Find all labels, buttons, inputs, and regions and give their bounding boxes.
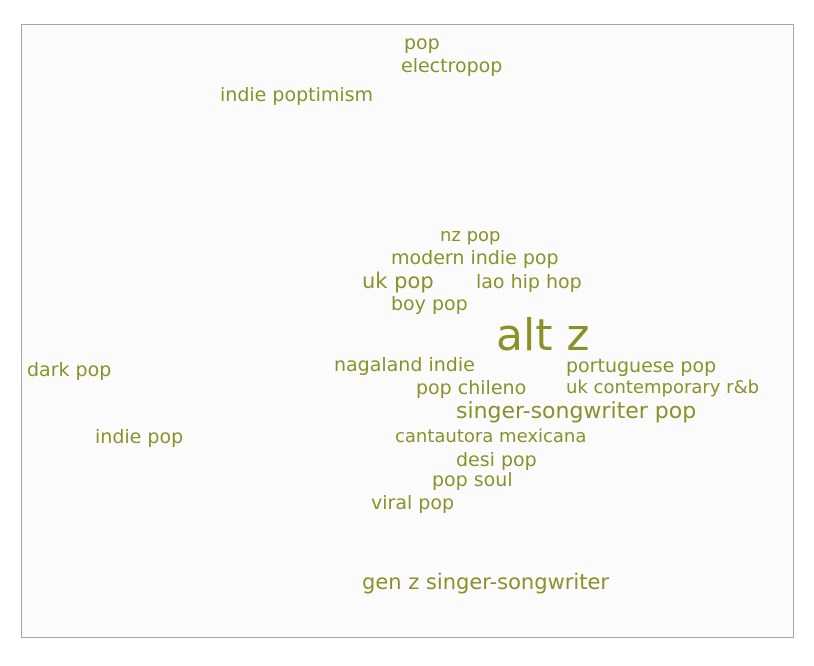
genre-pop[interactable]: pop — [404, 32, 440, 54]
genre-dark-pop[interactable]: dark pop — [27, 359, 112, 381]
genre-pop-chileno[interactable]: pop chileno — [416, 377, 527, 399]
genre-modern-indie-pop[interactable]: modern indie pop — [391, 247, 559, 269]
genre-map: pop electropop indie poptimism nz pop mo… — [21, 24, 794, 638]
genre-indie-poptimism[interactable]: indie poptimism — [220, 84, 374, 106]
genre-desi-pop[interactable]: desi pop — [456, 449, 537, 471]
genre-singer-songwriter-pop[interactable]: singer-songwriter pop — [456, 399, 697, 424]
genre-uk-contemporary-rnb[interactable]: uk contemporary r&b — [566, 377, 760, 398]
genre-lao-hip-hop[interactable]: lao hip hop — [476, 271, 582, 293]
genre-cantautora-mexicana[interactable]: cantautora mexicana — [395, 426, 587, 447]
genre-alt-z[interactable]: alt z — [496, 310, 590, 361]
genre-portuguese-pop[interactable]: portuguese pop — [566, 355, 717, 377]
genre-uk-pop[interactable]: uk pop — [362, 269, 434, 293]
genre-viral-pop[interactable]: viral pop — [371, 492, 455, 514]
genre-gen-z-singer-songwriter[interactable]: gen z singer-songwriter — [362, 570, 609, 594]
genre-pop-soul[interactable]: pop soul — [432, 469, 513, 491]
genre-nagaland-indie[interactable]: nagaland indie — [334, 354, 475, 376]
genre-electropop[interactable]: electropop — [401, 55, 503, 77]
genre-nz-pop[interactable]: nz pop — [440, 225, 501, 246]
genre-boy-pop[interactable]: boy pop — [391, 293, 468, 315]
genre-indie-pop[interactable]: indie pop — [95, 426, 184, 448]
